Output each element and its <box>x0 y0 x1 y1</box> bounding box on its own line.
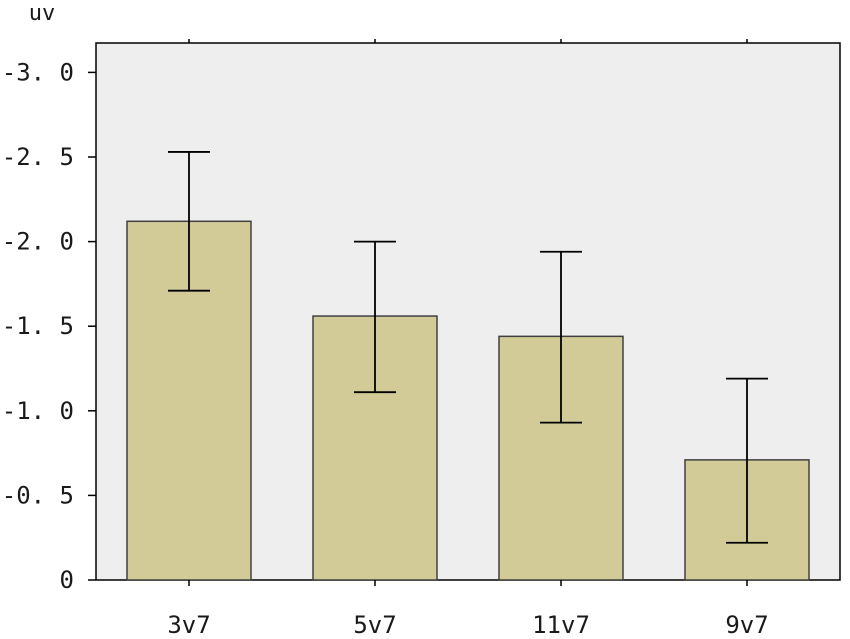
y-tick-label: -1. 0 <box>2 397 74 425</box>
x-category-label: 9v7 <box>725 611 768 639</box>
y-axis-unit-label: uv <box>29 1 56 26</box>
y-tick-label: -0. 5 <box>2 481 74 509</box>
top-tick-marks <box>188 39 748 43</box>
x-category-label: 3v7 <box>167 611 210 639</box>
x-category-label: 11v7 <box>532 611 590 639</box>
x-axis: 3v7 5v7 11v7 9v7 <box>167 580 769 639</box>
y-tick-label: -2. 0 <box>2 228 74 256</box>
error-bars-group <box>168 151 768 544</box>
y-tick-label: -3. 0 <box>2 58 74 86</box>
y-tick-label: -1. 5 <box>2 312 74 340</box>
y-tick-label: 0 <box>60 566 74 594</box>
y-axis: 0 -0. 5 -1. 0 -1. 5 -2. 0 -2. 5 -3. 0 <box>2 58 96 594</box>
x-category-label: 5v7 <box>353 611 396 639</box>
y-tick-label: -2. 5 <box>2 143 74 171</box>
